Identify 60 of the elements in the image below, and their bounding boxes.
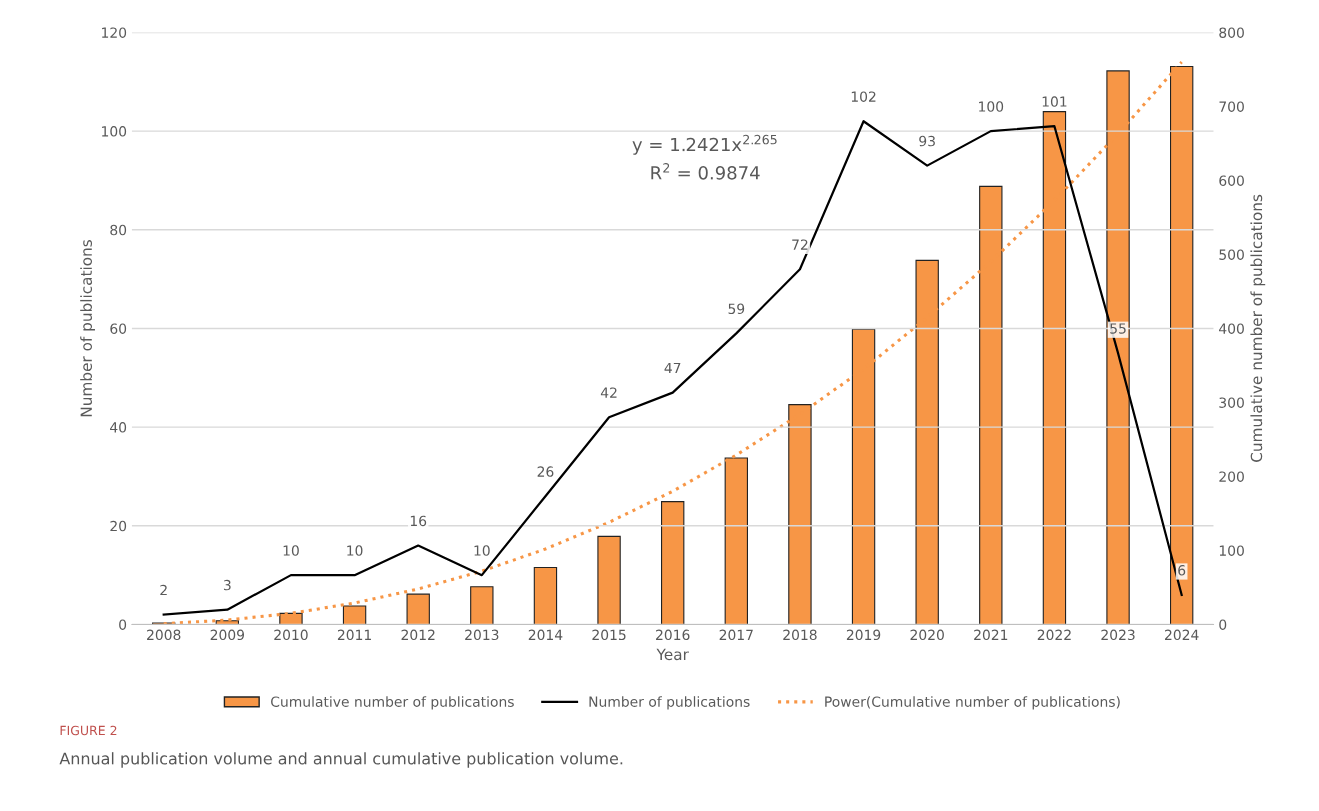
x-tick-label: 2013: [465, 629, 499, 641]
y2-tick-label: 0: [1219, 619, 1227, 630]
x-tick-label: 2016: [656, 629, 690, 641]
data-label: 47: [664, 362, 681, 374]
y2-tick-label: 400: [1219, 323, 1244, 334]
x-tick-label: 2009: [210, 629, 245, 641]
y-tick-label: 80: [110, 224, 127, 236]
legend-label: Cumulative number of publications: [271, 696, 514, 710]
x-tick-label: 2010: [274, 629, 308, 641]
data-label: 3: [223, 579, 231, 591]
y-axis-title: Number of publications: [80, 240, 95, 417]
x-tick-label: 2011: [337, 629, 371, 641]
x-tick-label: 2022: [1037, 629, 1071, 641]
data-label: 2: [160, 584, 167, 596]
annotation: R$^{2}$ = 0.9874: [651, 163, 760, 180]
y2-tick-label: 700: [1219, 101, 1244, 112]
data-label: 59: [728, 303, 745, 315]
x-tick-label: 2014: [528, 629, 563, 641]
y2-tick-label: 800: [1219, 27, 1244, 38]
legend-label: Number of publications: [589, 696, 750, 710]
data-label: 102: [851, 91, 876, 102]
y-tick-label: 100: [102, 126, 127, 137]
x-tick-label: 2020: [910, 629, 944, 641]
data-label: 42: [600, 387, 617, 398]
annotation: y = 1.2421x$^{2.265}$: [632, 134, 777, 155]
x-tick-label: 2015: [592, 629, 626, 641]
x-tick-label: 2024: [1165, 629, 1199, 641]
caption: FIGURE 2: [60, 725, 117, 736]
y2-tick-label: 500: [1219, 249, 1244, 260]
x-tick-label: 2021: [974, 629, 1008, 641]
x-tick-label: 2018: [783, 629, 817, 641]
y-tick-label: 40: [110, 422, 127, 433]
data-label: 16: [410, 515, 427, 527]
x-tick-label: 2012: [401, 629, 435, 641]
y2-tick-label: 300: [1219, 397, 1244, 408]
y2-tick-label: 100: [1219, 545, 1244, 556]
data-label: 100: [979, 101, 1004, 112]
y2-axis-title: Cumulative number of publications: [1250, 194, 1266, 462]
y-tick-label: 0: [119, 619, 127, 630]
data-label: 55: [1110, 323, 1126, 334]
text: Annual publication volume and annual cumulative publication volume.: [59, 752, 623, 768]
data-label: 10: [347, 545, 363, 556]
data-label: 72: [792, 239, 808, 250]
y2-tick-label: 600: [1219, 175, 1244, 186]
x-tick-label: 2008: [147, 629, 181, 641]
data-label: 10: [283, 545, 299, 556]
y-tick-label: 120: [102, 27, 127, 38]
x-axis-title: Year: [656, 648, 689, 661]
x-tick-label: 2023: [1101, 629, 1135, 641]
x-tick-label: 2017: [719, 629, 753, 641]
data-label: 93: [919, 135, 935, 147]
x-tick-label: 2019: [846, 629, 881, 641]
y-tick-label: 60: [110, 323, 127, 334]
data-label: 101: [1042, 96, 1067, 107]
data-label: 10: [474, 545, 490, 556]
data-label: 26: [537, 466, 554, 477]
y2-tick-label: 200: [1219, 471, 1244, 482]
y-tick-label: 20: [110, 520, 127, 532]
data-label: 6: [1178, 565, 1186, 576]
legend-label: Power(Cumulative number of publications): [825, 696, 1120, 710]
